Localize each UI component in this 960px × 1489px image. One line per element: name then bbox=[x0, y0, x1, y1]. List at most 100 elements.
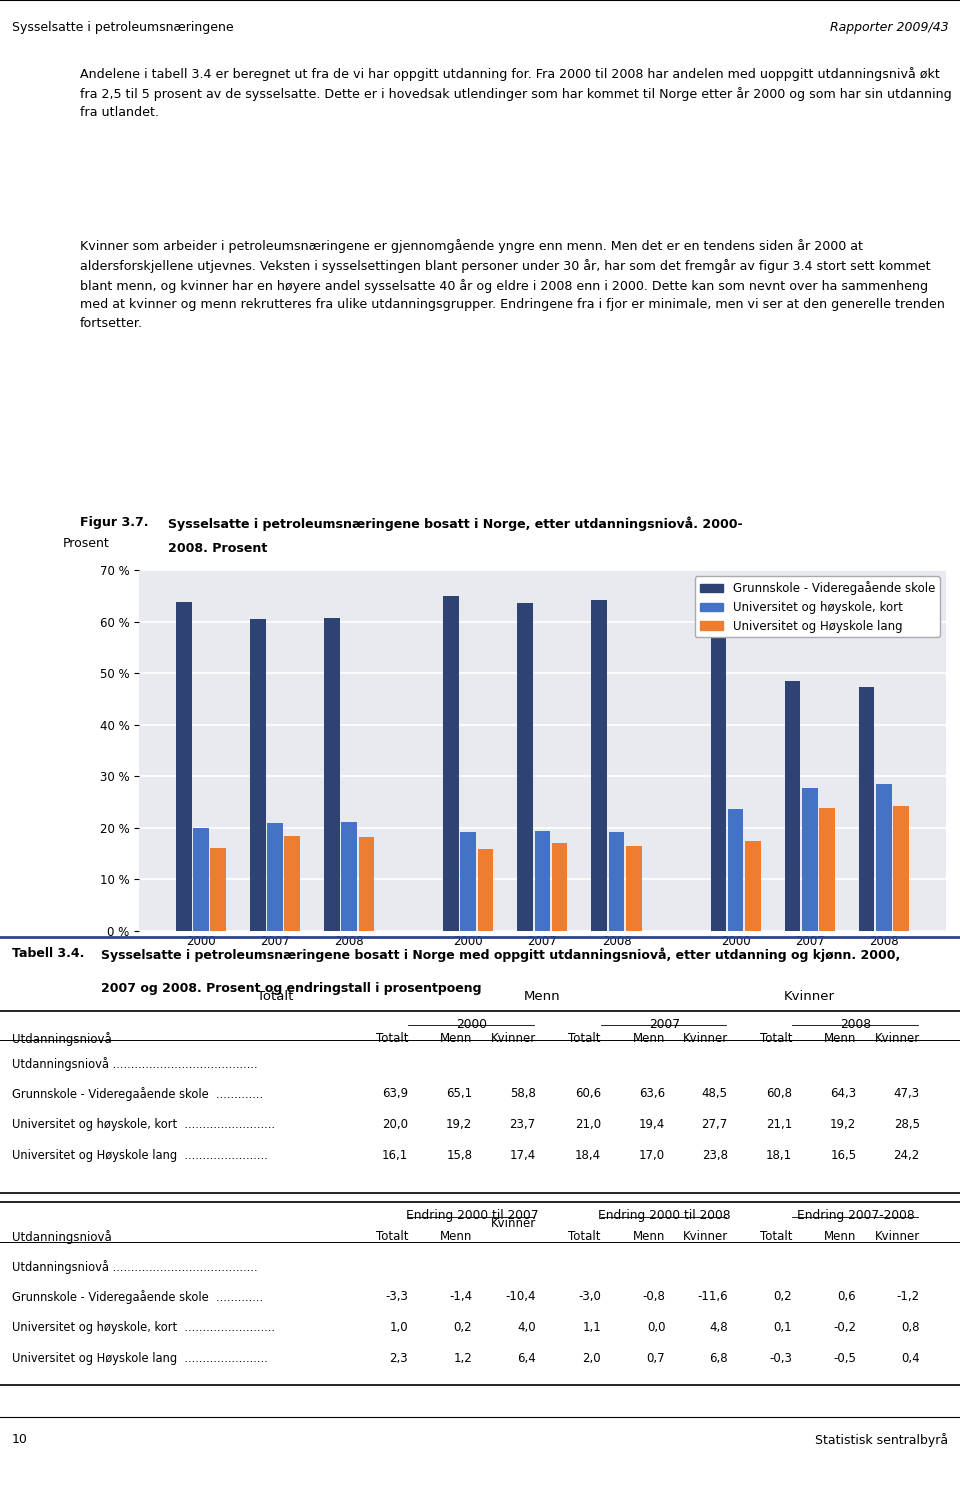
Bar bbox=[710, 628, 726, 931]
Bar bbox=[535, 831, 550, 931]
Text: Endring 2000 til 2007: Endring 2000 til 2007 bbox=[405, 1209, 539, 1222]
Text: 60,6: 60,6 bbox=[575, 1087, 601, 1100]
Text: 19,2: 19,2 bbox=[446, 1118, 472, 1132]
Text: Grunnskole - Videregaående skole  .............: Grunnskole - Videregaående skole .......… bbox=[12, 1087, 263, 1102]
Text: 17,0: 17,0 bbox=[639, 1150, 665, 1163]
Text: -0,8: -0,8 bbox=[642, 1289, 665, 1303]
Text: 2007: 2007 bbox=[649, 1017, 680, 1030]
Text: 47,3: 47,3 bbox=[894, 1087, 920, 1100]
Text: Endring 2007-2008: Endring 2007-2008 bbox=[797, 1209, 915, 1222]
Bar bbox=[552, 843, 567, 931]
Bar bbox=[876, 783, 892, 931]
Text: 2008: 2008 bbox=[840, 1017, 872, 1030]
Text: 2,0: 2,0 bbox=[583, 1352, 601, 1365]
Bar bbox=[176, 602, 192, 931]
Text: Totalt: Totalt bbox=[568, 1230, 601, 1243]
Text: 0,0: 0,0 bbox=[647, 1321, 665, 1334]
Text: Grunnskole - Videregaående skole  .............: Grunnskole - Videregaående skole .......… bbox=[12, 1289, 263, 1304]
Text: Kvinner: Kvinner bbox=[683, 1032, 728, 1045]
Text: -3,3: -3,3 bbox=[385, 1289, 408, 1303]
Bar bbox=[745, 841, 760, 931]
Text: 19,2: 19,2 bbox=[830, 1118, 856, 1132]
Text: 1,2: 1,2 bbox=[453, 1352, 472, 1365]
Text: 19,4: 19,4 bbox=[639, 1118, 665, 1132]
Text: 1,1: 1,1 bbox=[582, 1321, 601, 1334]
Text: Endring 2000 til 2008: Endring 2000 til 2008 bbox=[598, 1209, 731, 1222]
Bar bbox=[284, 835, 300, 931]
Text: Menn: Menn bbox=[524, 990, 561, 1002]
Bar bbox=[591, 600, 607, 931]
Bar bbox=[784, 680, 801, 931]
Text: Andelene i tabell 3.4 er beregnet ut fra de vi har oppgitt utdanning for. Fra 20: Andelene i tabell 3.4 er beregnet ut fra… bbox=[80, 67, 951, 119]
Bar bbox=[609, 832, 624, 931]
Text: -0,3: -0,3 bbox=[769, 1352, 792, 1365]
Text: Universitet og høyskole, kort  .........................: Universitet og høyskole, kort ..........… bbox=[12, 1321, 275, 1334]
Text: 20,0: 20,0 bbox=[382, 1118, 408, 1132]
Text: Utdanningsniovå: Utdanningsniovå bbox=[12, 1230, 111, 1243]
Text: 15,8: 15,8 bbox=[446, 1150, 472, 1163]
Text: Universitet og Høyskole lang  .......................: Universitet og Høyskole lang ...........… bbox=[12, 1150, 267, 1163]
Text: 0,2: 0,2 bbox=[454, 1321, 472, 1334]
Text: Kvinner: Kvinner bbox=[491, 1217, 536, 1230]
Text: 1,0: 1,0 bbox=[390, 1321, 408, 1334]
Text: Menn: Menn bbox=[633, 1230, 665, 1243]
Text: Menn: Menn bbox=[824, 1230, 856, 1243]
Text: -1,2: -1,2 bbox=[897, 1289, 920, 1303]
Text: -1,4: -1,4 bbox=[449, 1289, 472, 1303]
Text: Totalt: Totalt bbox=[759, 1230, 792, 1243]
Bar bbox=[478, 849, 493, 931]
Bar bbox=[444, 596, 459, 931]
Bar bbox=[324, 618, 340, 931]
Text: 18,4: 18,4 bbox=[575, 1150, 601, 1163]
Bar bbox=[517, 603, 533, 931]
Text: Statistisk sentralbyrå: Statistisk sentralbyrå bbox=[815, 1432, 948, 1447]
Text: 64,3: 64,3 bbox=[830, 1087, 856, 1100]
Text: 65,1: 65,1 bbox=[446, 1087, 472, 1100]
Bar bbox=[461, 832, 476, 931]
Text: Utdanningsniovå ........................................: Utdanningsniovå ........................… bbox=[12, 1260, 257, 1275]
Text: -0,2: -0,2 bbox=[833, 1321, 856, 1334]
Text: Totalt: Totalt bbox=[375, 1230, 408, 1243]
Text: Universitet og høyskole, kort  .........................: Universitet og høyskole, kort ..........… bbox=[12, 1118, 275, 1132]
Text: Menn: Menn bbox=[440, 1032, 472, 1045]
Text: 6,4: 6,4 bbox=[516, 1352, 536, 1365]
Bar bbox=[893, 806, 909, 931]
Text: 0,7: 0,7 bbox=[647, 1352, 665, 1365]
Text: Tabell 3.4.: Tabell 3.4. bbox=[12, 947, 84, 960]
Text: Menn: Menn bbox=[440, 1230, 472, 1243]
Text: 2007 og 2008. Prosent og endringstall i prosentpoeng: 2007 og 2008. Prosent og endringstall i … bbox=[101, 983, 481, 995]
Text: Kvinner: Kvinner bbox=[784, 990, 835, 1002]
Text: 18,1: 18,1 bbox=[766, 1150, 792, 1163]
Bar bbox=[359, 837, 374, 931]
Text: 17,4: 17,4 bbox=[510, 1150, 536, 1163]
Text: -11,6: -11,6 bbox=[697, 1289, 728, 1303]
Text: 21,1: 21,1 bbox=[766, 1118, 792, 1132]
Text: Totalt: Totalt bbox=[759, 1032, 792, 1045]
Text: Utdanningsniovå: Utdanningsniovå bbox=[12, 1032, 111, 1047]
Bar bbox=[859, 686, 875, 931]
Text: 58,8: 58,8 bbox=[510, 1087, 536, 1100]
Text: 2,3: 2,3 bbox=[390, 1352, 408, 1365]
Text: 16,1: 16,1 bbox=[382, 1150, 408, 1163]
Text: Utdanningsniovå ........................................: Utdanningsniovå ........................… bbox=[12, 1057, 257, 1071]
Text: 0,1: 0,1 bbox=[774, 1321, 792, 1334]
Text: Rapporter 2009/43: Rapporter 2009/43 bbox=[829, 21, 948, 34]
Bar bbox=[267, 822, 283, 931]
Text: 2000: 2000 bbox=[456, 1017, 488, 1030]
Text: Totalt: Totalt bbox=[257, 990, 293, 1002]
Text: Kvinner: Kvinner bbox=[491, 1032, 536, 1045]
Text: Prosent: Prosent bbox=[62, 538, 109, 551]
Bar bbox=[802, 788, 818, 931]
Text: 0,2: 0,2 bbox=[774, 1289, 792, 1303]
Text: 2008. Prosent: 2008. Prosent bbox=[168, 542, 268, 555]
Bar bbox=[193, 828, 209, 931]
Text: Menn: Menn bbox=[633, 1032, 665, 1045]
Text: 63,9: 63,9 bbox=[382, 1087, 408, 1100]
Text: -0,5: -0,5 bbox=[833, 1352, 856, 1365]
Text: Sysselsatte i petroleumsnæringene: Sysselsatte i petroleumsnæringene bbox=[12, 21, 233, 34]
Text: 24,2: 24,2 bbox=[894, 1150, 920, 1163]
Text: 4,8: 4,8 bbox=[709, 1321, 728, 1334]
Text: 23,8: 23,8 bbox=[702, 1150, 728, 1163]
Text: 16,5: 16,5 bbox=[830, 1150, 856, 1163]
Text: 10: 10 bbox=[12, 1434, 28, 1446]
